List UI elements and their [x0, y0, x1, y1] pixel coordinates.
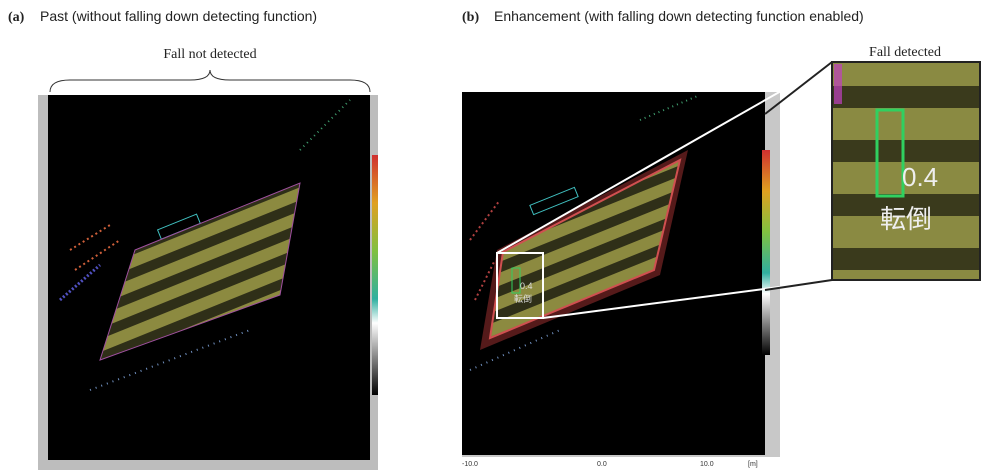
brace	[50, 70, 370, 92]
detection-status: 転倒	[514, 293, 532, 304]
annotation: Fall not detected	[163, 47, 256, 62]
annotation: Fall detected	[869, 45, 941, 60]
panel-label: (b)	[462, 10, 479, 25]
colorbar	[372, 155, 378, 395]
zone-edge	[834, 64, 842, 104]
x-tick-label: [m]	[748, 461, 758, 468]
zoom-line	[765, 62, 832, 114]
detection-value: 0.4	[902, 162, 938, 192]
x-tick-label: -10.0	[462, 461, 478, 468]
detection-status: 転倒	[880, 204, 932, 234]
figure: (a) Past (without falling down detecting…	[0, 0, 990, 470]
colorbar	[762, 150, 770, 355]
panel-label: (a)	[8, 10, 25, 25]
detection-value: 0.4	[520, 281, 533, 291]
panel-title: Past (without falling down detecting fun…	[40, 8, 317, 24]
x-tick-label: 0.0	[597, 461, 607, 468]
panel-title: Enhancement (with falling down detecting…	[494, 8, 864, 24]
x-tick-label: 10.0	[700, 461, 714, 468]
